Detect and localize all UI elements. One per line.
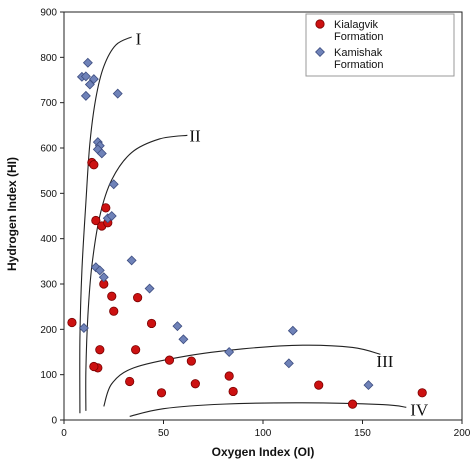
- data-point: [95, 345, 105, 355]
- data-point: [89, 361, 99, 372]
- legend-label: Formation: [334, 59, 384, 71]
- legend-box: [305, 13, 455, 77]
- data-point: [108, 179, 119, 190]
- data-point: [82, 57, 93, 68]
- x-tick-label: 50: [158, 428, 170, 439]
- data-point: [109, 306, 119, 316]
- series-kamishak: [76, 57, 374, 391]
- type-label-i: I: [136, 29, 142, 48]
- y-tick-label: 900: [40, 8, 57, 19]
- legend-marker: [315, 47, 325, 57]
- data-point: [287, 325, 298, 336]
- y-tick-label: 500: [40, 189, 57, 200]
- data-point: [89, 160, 99, 170]
- x-tick-label: 150: [354, 428, 371, 439]
- data-point: [314, 380, 324, 390]
- x-axis-label: Oxygen Index (OI): [212, 445, 315, 459]
- curve-iii: [103, 344, 381, 407]
- chart-axes: 0 50 100 150 200 0 100 200 300 400 500 600 700 800 900: [40, 8, 470, 440]
- type-label-iii: III: [376, 352, 393, 371]
- data-point: [190, 379, 200, 389]
- y-tick-label: 0: [51, 416, 57, 427]
- y-tick-label: 600: [40, 144, 57, 155]
- data-point: [283, 358, 294, 369]
- legend-marker: [315, 19, 325, 29]
- data-point: [98, 272, 109, 283]
- x-tick-label: 0: [61, 428, 67, 439]
- x-tick-label: 100: [255, 428, 272, 439]
- legend-label: Formation: [334, 31, 384, 43]
- data-point: [90, 262, 101, 273]
- data-point: [80, 71, 91, 82]
- data-point: [228, 386, 238, 397]
- type-label-ii: II: [189, 126, 201, 145]
- data-point: [164, 355, 175, 365]
- data-point: [88, 74, 99, 85]
- data-point: [156, 388, 167, 398]
- data-point: [126, 255, 137, 266]
- y-tick-label: 100: [40, 370, 57, 381]
- data-point: [94, 265, 105, 276]
- scatter-points: [67, 57, 427, 409]
- data-point: [347, 399, 358, 409]
- data-point: [67, 317, 77, 328]
- data-point: [178, 334, 189, 345]
- data-point: [172, 321, 183, 332]
- data-point: [224, 371, 234, 381]
- y-tick-label: 700: [40, 98, 57, 109]
- data-point: [91, 215, 101, 226]
- data-point: [125, 376, 135, 387]
- data-point: [186, 356, 196, 366]
- data-point: [224, 347, 235, 357]
- legend-label: Kamishak: [334, 47, 383, 59]
- data-point: [80, 90, 91, 101]
- data-point: [133, 292, 143, 303]
- x-tick-label: 200: [454, 428, 471, 439]
- data-point: [96, 148, 107, 159]
- data-point: [107, 291, 117, 301]
- y-tick-label: 800: [40, 53, 57, 64]
- data-point: [417, 388, 427, 398]
- legend-label: Kialagvik: [334, 19, 379, 31]
- series-kialagvik: [67, 157, 427, 409]
- y-axis-label: Hydrogen Index (HI): [5, 157, 19, 271]
- maturation-curves: [79, 36, 407, 417]
- data-point: [363, 380, 374, 391]
- data-point: [78, 323, 89, 333]
- curve-iv: [129, 402, 407, 417]
- data-point: [101, 203, 111, 213]
- data-point: [131, 345, 141, 355]
- y-tick-label: 200: [40, 325, 57, 336]
- data-point: [146, 318, 157, 329]
- curve-ii: [85, 134, 188, 411]
- data-point: [144, 283, 155, 294]
- y-tick-label: 300: [40, 280, 57, 291]
- data-point: [106, 211, 117, 221]
- data-point: [112, 88, 123, 99]
- curve-i: [79, 36, 132, 414]
- type-label-iv: IV: [410, 401, 429, 420]
- y-tick-label: 400: [40, 234, 57, 245]
- data-point: [84, 79, 95, 90]
